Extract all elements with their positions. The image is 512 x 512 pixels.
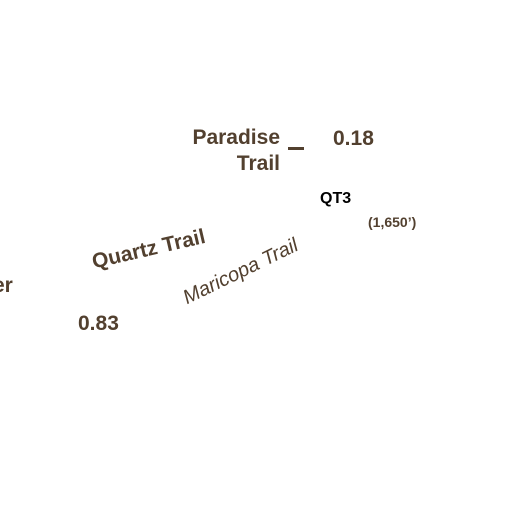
waypoint-elevation-label: (1,650’) bbox=[368, 214, 417, 230]
distance-label-lower: 0.83 bbox=[78, 312, 119, 335]
paradise-trail-label-line2: Trail bbox=[236, 152, 280, 175]
paradise-trail-label: Paradise Trail bbox=[182, 125, 280, 177]
partial-trail-label-left: er bbox=[0, 274, 13, 297]
trail-junction-marker bbox=[288, 147, 304, 150]
distance-label-upper: 0.18 bbox=[333, 127, 374, 150]
quartz-trail-label: Quartz Trail bbox=[89, 225, 208, 274]
paradise-trail-label-line1: Paradise bbox=[192, 126, 280, 149]
waypoint-label: QT3 bbox=[320, 190, 352, 207]
